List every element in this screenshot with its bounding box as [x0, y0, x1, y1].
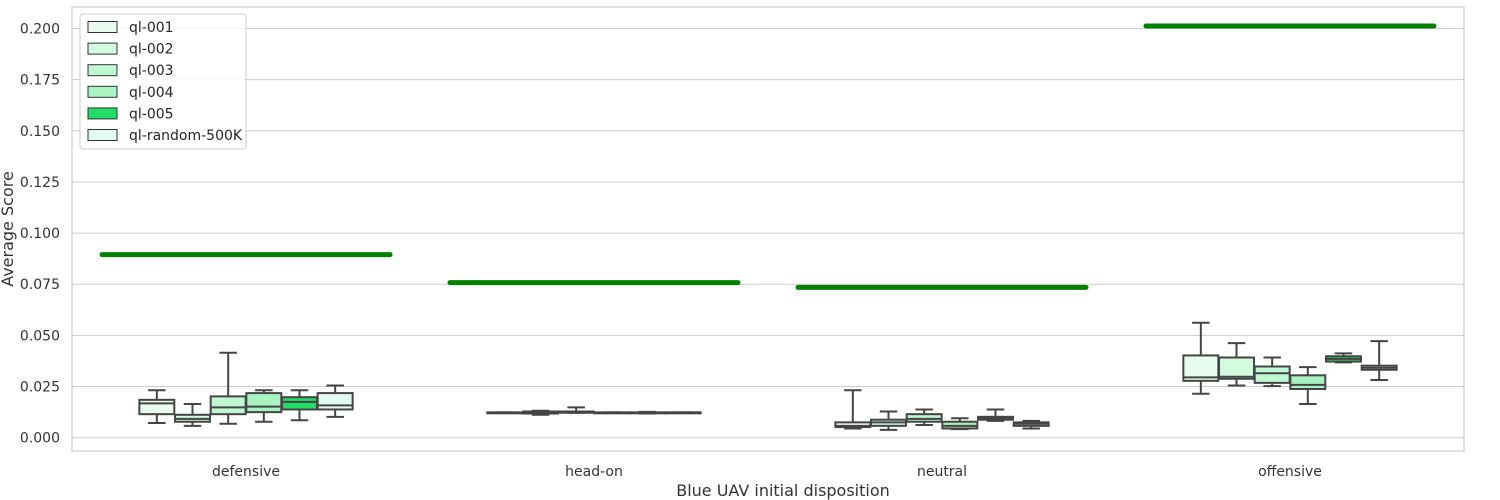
- box-iqr: [245, 392, 283, 414]
- x-tick-label: defensive: [212, 464, 280, 480]
- box-ql-002-head-on: [522, 409, 559, 416]
- legend-entry: ql-004: [87, 85, 174, 101]
- reference-lines: [99, 23, 1437, 290]
- legend: ql-001 ql-002 ql-003 ql-004 ql-005 ql-random-…: [79, 13, 247, 150]
- box-plots: [138, 321, 1398, 431]
- y-tick-label: 0.050: [20, 328, 60, 344]
- legend-swatch: [87, 42, 118, 55]
- box-iqr: [281, 396, 318, 411]
- legend-entry: ql-random-500K: [87, 128, 243, 144]
- box-ql-001-offensive: [1182, 321, 1220, 395]
- legend-label: ql-001: [129, 20, 174, 36]
- box-ql-random-500K-head-on: [664, 411, 702, 415]
- y-tick-label: 0.000: [20, 431, 60, 447]
- box-iqr: [316, 392, 354, 411]
- legend-label: ql-004: [129, 85, 174, 101]
- box-ql-005-offensive: [1325, 352, 1362, 364]
- y-axis-label: Average Score: [0, 171, 17, 287]
- legend-swatch: [87, 107, 118, 120]
- legend-entry: ql-005: [87, 106, 174, 122]
- plot-frame: [71, 6, 1465, 452]
- box-ql-004-defensive: [245, 389, 283, 423]
- legend-entry: ql-003: [87, 63, 174, 79]
- y-tick-labels: 0.000 0.025 0.050 0.075 0.100 0.125 0.150 0.175…: [20, 21, 60, 446]
- grid-layer: [72, 27, 1464, 439]
- legend-entry: ql-001: [87, 20, 174, 36]
- box-ql-002-neutral: [870, 410, 907, 431]
- box-iqr: [1253, 365, 1291, 384]
- legend-label: ql-002: [129, 42, 174, 58]
- box-iqr: [209, 395, 247, 416]
- box-ql-001-head-on: [486, 411, 524, 415]
- y-tick-label: 0.150: [20, 124, 60, 140]
- y-tick-label: 0.200: [20, 21, 60, 37]
- box-ql-004-offensive: [1289, 366, 1327, 405]
- legend-frame: [79, 13, 247, 150]
- box-ql-001-defensive: [138, 389, 176, 424]
- y-tick-label: 0.025: [20, 380, 60, 396]
- box-iqr: [1218, 356, 1255, 380]
- box-iqr: [1289, 374, 1327, 391]
- box-iqr: [138, 398, 176, 416]
- box-ql-003-head-on: [557, 406, 595, 414]
- x-tick-labels: defensive head-on neutral offensive: [212, 464, 1322, 480]
- x-tick-label: head-on: [565, 464, 623, 480]
- legend-label: ql-random-500K: [129, 128, 243, 144]
- box-ql-003-defensive: [209, 351, 247, 425]
- box-ql-004-head-on: [593, 411, 631, 415]
- y-tick-label: 0.100: [20, 226, 60, 242]
- y-tick-label: 0.075: [20, 277, 60, 293]
- y-tick-label: 0.175: [20, 73, 60, 89]
- legend-entry: ql-002: [87, 42, 174, 58]
- box-ql-005-neutral: [977, 408, 1014, 422]
- x-tick-label: neutral: [917, 464, 967, 480]
- x-axis-label: Blue UAV initial disposition: [676, 481, 890, 500]
- box-ql-003-neutral: [905, 408, 943, 427]
- box-ql-002-offensive: [1218, 342, 1255, 387]
- box-ql-random-500K-neutral: [1012, 419, 1050, 430]
- box-ql-002-defensive: [174, 402, 211, 427]
- legend-label: ql-003: [129, 63, 174, 79]
- legend-swatch: [87, 64, 118, 77]
- box-ql-random-500K-defensive: [316, 384, 354, 418]
- box-ql-004-neutral: [941, 417, 979, 431]
- box-ql-random-500K-offensive: [1360, 340, 1398, 382]
- legend-swatch: [87, 129, 118, 141]
- legend-label: ql-005: [129, 106, 174, 122]
- y-tick-label: 0.125: [20, 175, 60, 191]
- legend-swatch: [87, 85, 118, 98]
- box-ql-005-head-on: [629, 410, 666, 415]
- x-tick-label: offensive: [1258, 464, 1322, 480]
- legend-items: ql-001 ql-002 ql-003 ql-004 ql-005 ql-random-…: [87, 20, 243, 144]
- legend-swatch: [87, 21, 118, 33]
